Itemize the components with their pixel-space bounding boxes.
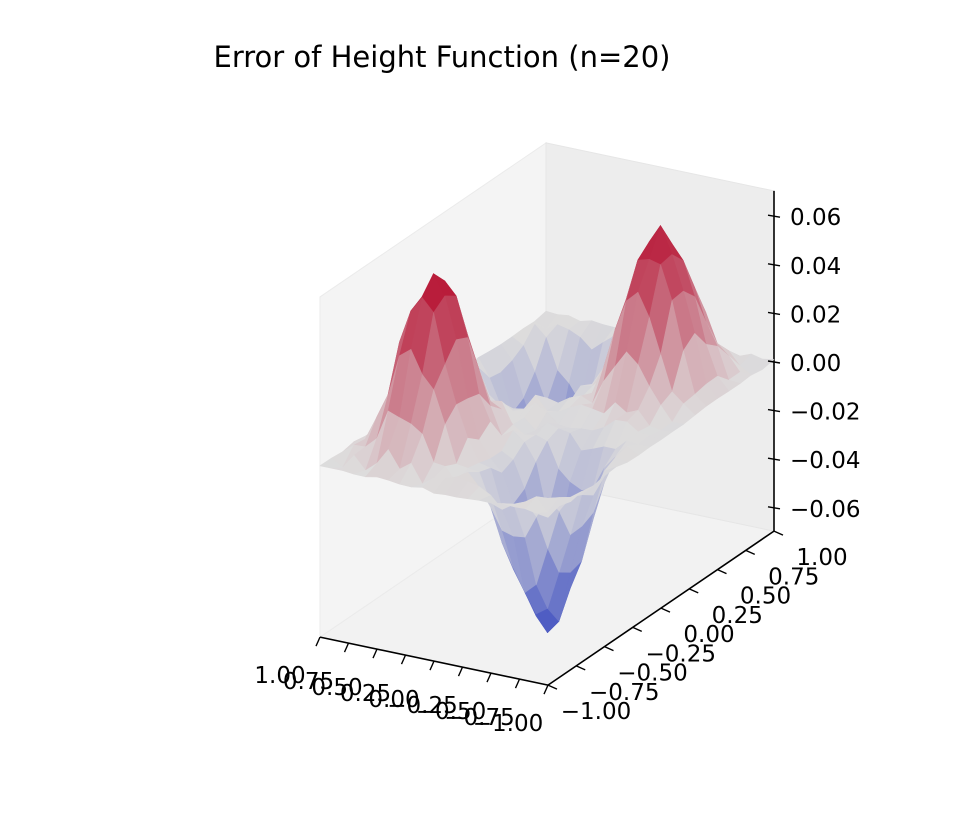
y-tick-label: 0.75: [768, 564, 819, 590]
x-tick: [343, 642, 350, 653]
y-axis-ticks: −1.00−0.75−0.50−0.250.000.250.500.751.00: [547, 530, 848, 725]
x-tick-label: −0.25: [387, 693, 457, 719]
x-tick-label: 0.25: [340, 681, 391, 707]
y-tick-label: −0.25: [646, 641, 716, 667]
x-tick-label: −1.00: [473, 711, 543, 737]
z-tick: [767, 360, 781, 364]
x-tick-label: 0.75: [283, 669, 334, 695]
z-tick: [767, 457, 781, 461]
z-tick: [767, 263, 781, 267]
y-tick: [575, 665, 586, 671]
x-tick-label: 1.00: [254, 663, 305, 689]
x-tick: [486, 672, 492, 683]
z-tick-label: 0.04: [790, 254, 841, 280]
y-tick-label: −0.75: [589, 680, 659, 706]
z-tick: [767, 214, 781, 218]
x-tick: [543, 684, 549, 695]
x-tick-label: −0.50: [416, 699, 486, 725]
y-tick: [745, 549, 756, 555]
y-tick-label: 1.00: [796, 545, 847, 571]
z-tick-label: 0.06: [790, 205, 841, 231]
y-tick-label: 0.00: [683, 622, 734, 648]
x-tick: [514, 678, 521, 689]
y-tick: [717, 568, 727, 575]
y-tick: [660, 607, 671, 613]
x-tick: [400, 654, 407, 665]
z-tick: [767, 506, 781, 510]
x-tick: [372, 648, 378, 659]
z-tick-label: 0.00: [790, 351, 841, 377]
x-tick: [457, 666, 464, 677]
chart-title: Error of Height Function (n=20): [213, 40, 671, 74]
y-tick: [547, 684, 558, 690]
x-tick-label: −0.75: [444, 705, 514, 731]
x-axis-ticks: −1.00−0.75−0.50−0.250.000.250.500.751.00: [254, 636, 549, 737]
y-tick: [632, 626, 643, 632]
z-tick-label: −0.02: [790, 400, 860, 426]
surface-facet: [536, 505, 560, 518]
y-tick-label: 0.50: [740, 584, 791, 610]
y-tick-label: −1.00: [561, 699, 631, 725]
z-tick: [767, 408, 781, 413]
x-tick-label: 0.00: [368, 687, 419, 713]
y-tick-label: 0.25: [712, 603, 763, 629]
y-tick-label: −0.50: [617, 661, 687, 687]
x-tick: [315, 636, 321, 647]
z-tick-label: 0.02: [790, 302, 841, 328]
y-tick: [688, 588, 699, 594]
z-axis-ticks: −0.06 −0.04 −0.02 0.00 0.02 0.04 0.06: [767, 205, 860, 523]
z-tick-label: −0.04: [790, 448, 860, 474]
x-tick-label: 0.50: [311, 675, 362, 701]
z-tick: [767, 311, 781, 316]
z-tick-label: −0.06: [790, 497, 860, 523]
y-tick: [773, 530, 784, 536]
y-tick: [604, 645, 614, 652]
x-tick: [429, 660, 435, 671]
surface-mesh: [319, 225, 775, 633]
